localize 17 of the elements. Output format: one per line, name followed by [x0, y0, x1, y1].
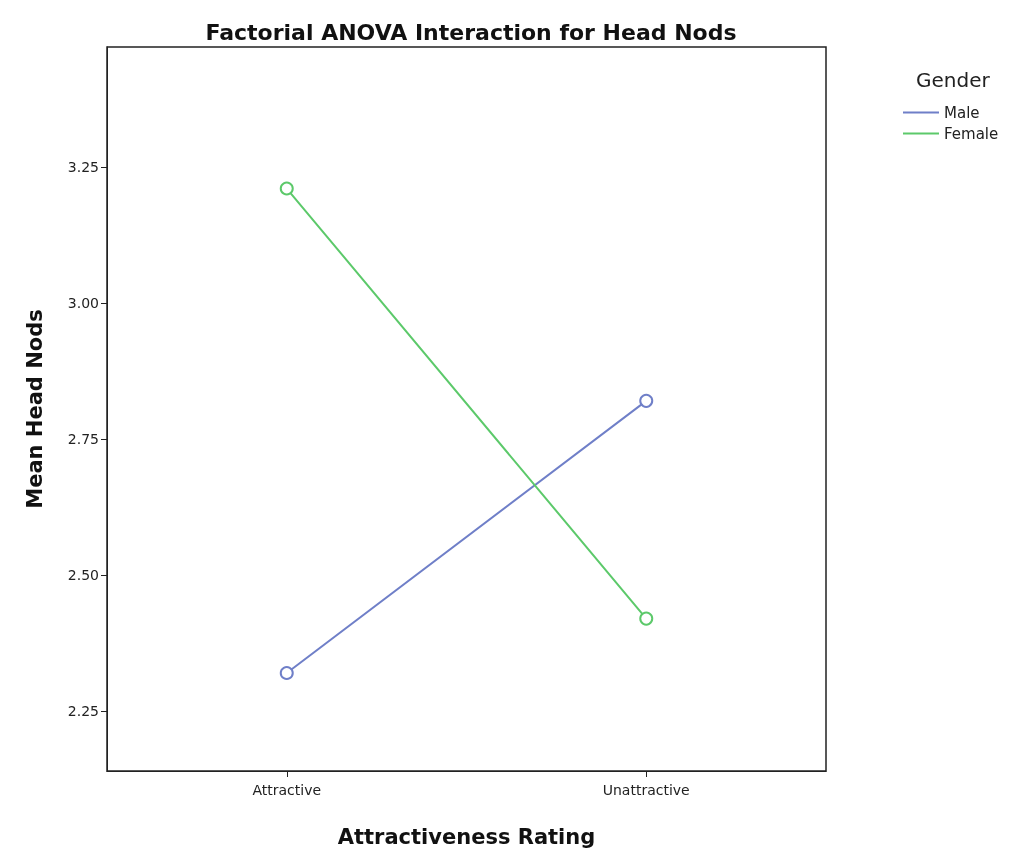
y-tick-label: 2.50 — [67, 567, 99, 584]
y-tick-label: 2.25 — [67, 703, 99, 720]
y-axis-title: Mean Head Nods — [22, 309, 47, 509]
legend-label: Female — [944, 124, 999, 143]
y-tick-label: 2.75 — [67, 430, 99, 447]
point — [639, 393, 654, 408]
y-tick-label: 3.00 — [67, 294, 99, 311]
legend-title: Gender — [916, 68, 991, 92]
point — [279, 181, 294, 196]
y-tick-label: 3.25 — [67, 158, 99, 175]
x-axis-title: Attractiveness Rating — [337, 824, 596, 849]
chart-title: Factorial ANOVA Interaction for Head Nods — [205, 19, 737, 45]
point — [279, 666, 294, 681]
x-tick-label: Attractive — [252, 782, 322, 798]
legend-label: Male — [944, 103, 980, 122]
point — [639, 611, 654, 626]
x-tick-label: Unattractive — [602, 782, 690, 798]
